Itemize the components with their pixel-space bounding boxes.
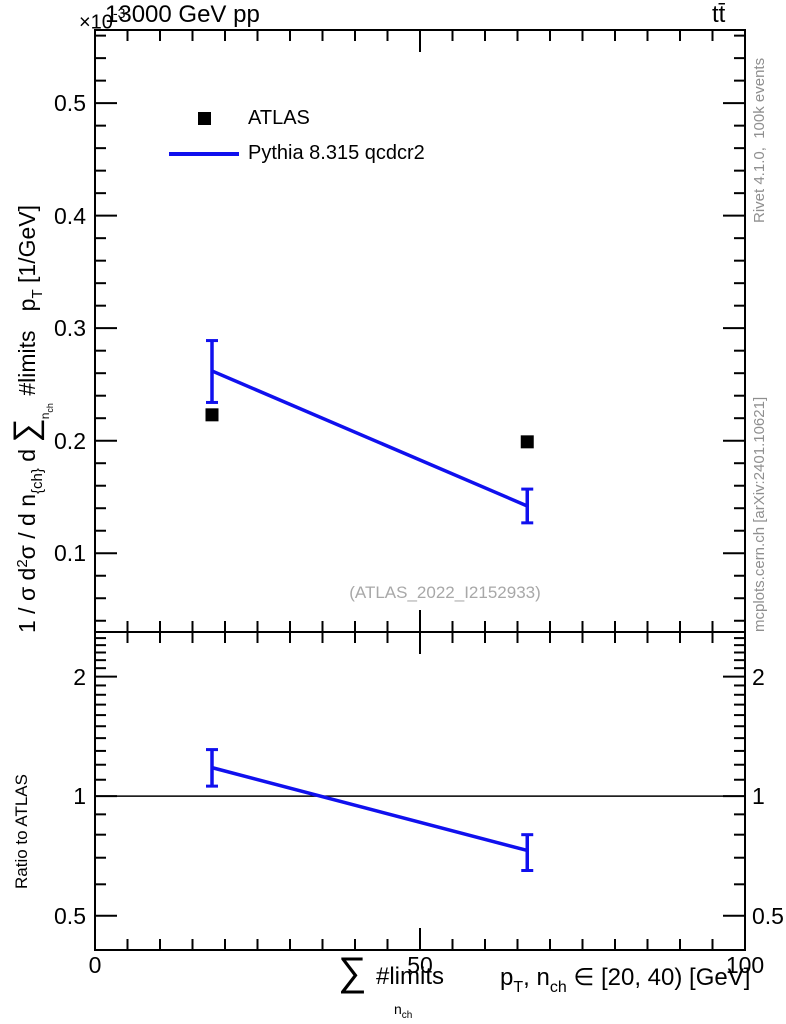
legend-item-atlas: ATLAS	[160, 101, 425, 136]
main-y-tick-label: 0.4	[54, 202, 86, 229]
ylabel-text: 1 / σ d	[14, 567, 40, 633]
x-axis-title-sum-symbol: ∑	[338, 950, 367, 994]
ratio-y-tick-label-left: 1	[73, 783, 86, 810]
ratio-y-tick-label-left: 0.5	[54, 902, 86, 929]
ylabel-text: d	[14, 442, 40, 469]
line-marker-icon	[160, 151, 248, 156]
plot-title: 13000 GeV pp	[105, 1, 260, 28]
x-axis-title-sum-limit: nch	[394, 1001, 413, 1021]
sum-symbol: ∑	[7, 418, 45, 443]
ylabel-exponent: 2	[14, 559, 31, 568]
x-axis-title: pT, nch ∈ [20, 40) [GeV]	[500, 964, 751, 996]
ratio-y-tick-label-left: 2	[73, 663, 86, 690]
sum-lower-limit: nch	[38, 403, 55, 420]
x-tick-label: 0	[88, 952, 102, 978]
analysis-id-watermark: (ATLAS_2022_I2152933)	[349, 583, 541, 602]
legend-label: ATLAS	[248, 107, 310, 129]
legend: ATLAS Pythia 8.315 qcdcr2	[160, 101, 425, 171]
legend-item-pythia: Pythia 8.315 qcdcr2	[160, 136, 425, 171]
ylabel-subscript: T	[29, 289, 46, 299]
ratio-y-tick-label-right: 0.5	[752, 902, 784, 929]
main-y-tick-label: 0.1	[54, 540, 86, 567]
ratio-y-tick-label-right: 1	[752, 783, 765, 810]
ylabel-units: [1/GeV]	[14, 204, 40, 290]
x-tick-label: 50	[407, 952, 433, 978]
ratio-y-axis-label: Ratio to ATLAS	[12, 774, 31, 889]
process-label: tt̄	[712, 1, 726, 28]
main-y-axis-label: 1 / σ d2σ / d n{ch} d ∑nch #limits pT [1…	[5, 3, 55, 633]
ylabel-text: σ / d n	[14, 493, 40, 560]
legend-label: Pythia 8.315 qcdcr2	[248, 142, 425, 164]
main-y-tick-label: 0.3	[54, 315, 86, 342]
main-y-tick-label: 0.5	[54, 90, 86, 117]
ratio-y-tick-label-right: 2	[752, 663, 765, 690]
multiplier-base: ×10	[79, 11, 113, 34]
y-axis-multiplier: ×10-3	[79, 5, 126, 35]
square-marker-icon	[160, 112, 248, 125]
rivet-version-note: Rivet 4.1.0, 100k events	[751, 57, 768, 223]
x-tick-label: 100	[725, 952, 765, 978]
multiplier-exponent: -3	[112, 5, 126, 21]
main-y-tick-label: 0.2	[54, 427, 86, 454]
ylabel-subscript: {ch}	[29, 468, 46, 494]
x-axis-title-limits: #limits	[376, 963, 445, 990]
ylabel-text: #limits	[14, 330, 40, 403]
ylabel-text: p	[14, 298, 40, 331]
